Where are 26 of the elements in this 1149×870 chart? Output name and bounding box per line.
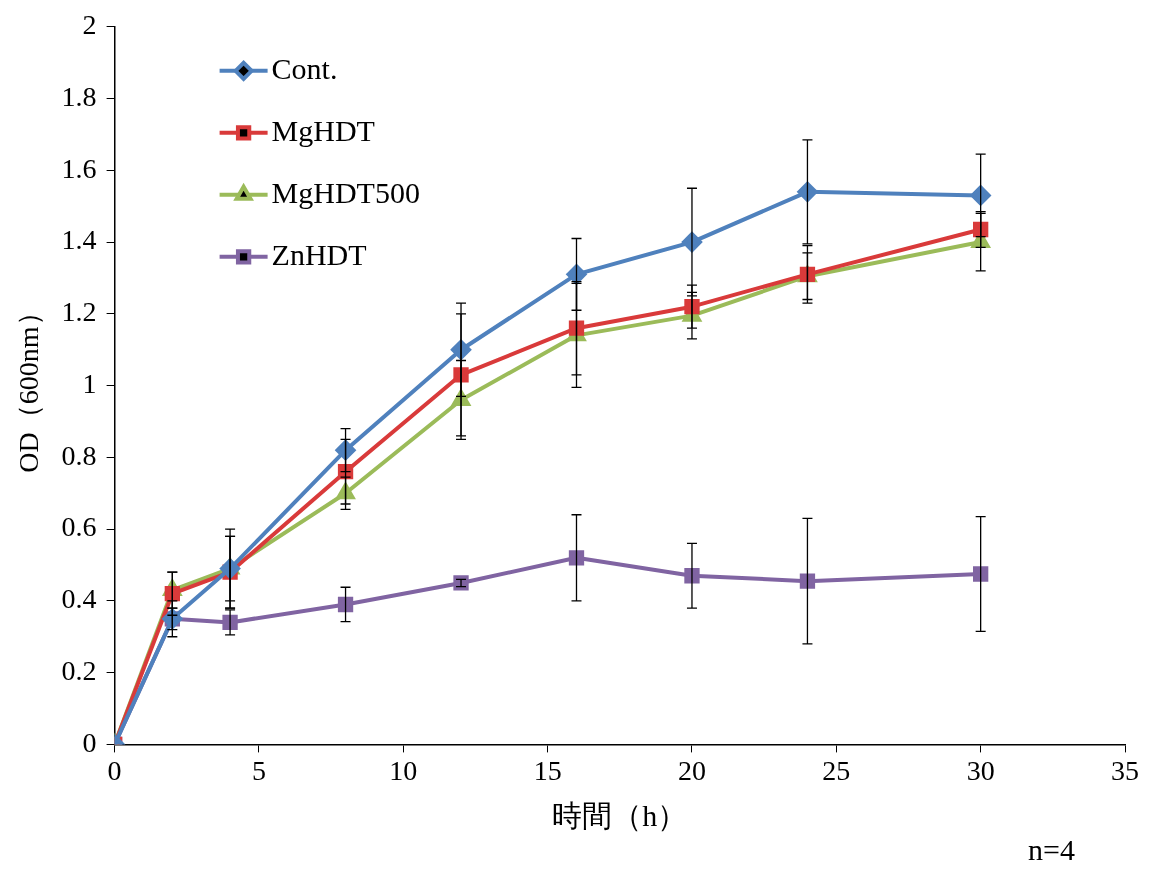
y-tick-label: 1.2 [61, 296, 97, 328]
x-tick-label: 20 [677, 754, 706, 786]
legend-label: Cont. [271, 51, 338, 85]
text: n=4 [1028, 832, 1075, 866]
y-tick-label: 0.4 [61, 583, 97, 615]
y-tick-label: 0.8 [61, 439, 97, 471]
y-tick-label: 0.2 [61, 655, 97, 686]
x-tick-label: 15 [533, 754, 562, 786]
x-tick-label: 5 [251, 754, 266, 786]
legend-label: ZnHDT [271, 237, 367, 271]
y-tick-label: 0.6 [61, 511, 97, 543]
y-tick-label: 1 [82, 367, 97, 399]
x-tick-label: 30 [966, 754, 995, 786]
y-tick-label: 1.8 [61, 80, 97, 112]
y-tick-label: 0 [82, 726, 97, 758]
y-tick-label: 1.6 [61, 152, 97, 184]
x-tick-label: 25 [822, 754, 851, 786]
x-axis-title: 時間（h） [552, 798, 688, 832]
legend-label: MgHDT500 [271, 175, 420, 209]
legend-label: MgHDT [271, 113, 375, 147]
y-axis-title: OD（600nm） [13, 298, 45, 473]
y-tick-label: 1.4 [61, 224, 97, 256]
x-tick-label: 35 [1111, 754, 1139, 786]
x-tick-label: 0 [107, 754, 122, 786]
x-tick-label: 10 [389, 754, 418, 786]
y-tick-label: 2 [82, 9, 97, 41]
